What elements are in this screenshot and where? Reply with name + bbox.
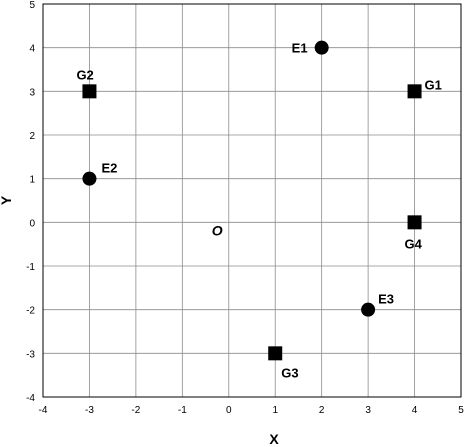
plot-frame — [42, 3, 462, 398]
annotations: O — [212, 222, 223, 238]
point-marker-square — [82, 84, 97, 99]
x-tick-label: 2 — [319, 405, 325, 416]
y-tick-label: -1 — [26, 262, 35, 273]
grid-lines — [42, 3, 462, 398]
y-tick-label: -3 — [26, 349, 35, 360]
y-tick-label: -4 — [26, 393, 35, 404]
point-marker-square — [268, 346, 283, 361]
x-tick-label: 1 — [272, 405, 278, 416]
point-marker-circle — [82, 171, 97, 186]
point-label: E3 — [378, 292, 394, 307]
y-tick-label: 3 — [29, 87, 35, 98]
x-axis-label: X — [269, 431, 279, 447]
point-label: E1 — [292, 41, 308, 56]
x-tick-label: 0 — [226, 405, 232, 416]
y-axis-label: Y — [0, 195, 14, 205]
origin-label: O — [212, 222, 223, 238]
x-tick-label: 5 — [458, 405, 464, 416]
tick-labels: -4 -3 -2 -1 0 1 2 3 4 5 -4 -3 -2 -1 0 1 2 3 4 5 — [26, 0, 464, 416]
x-tick-label: -2 — [131, 405, 140, 416]
point-label: G2 — [76, 67, 93, 82]
x-tick-label: 3 — [365, 405, 371, 416]
point-label: G3 — [281, 365, 298, 380]
x-tick-label: -1 — [178, 405, 187, 416]
data-points — [82, 40, 422, 361]
point-marker-circle — [314, 40, 329, 55]
y-tick-label: 0 — [29, 218, 35, 229]
y-tick-label: 4 — [29, 44, 35, 55]
point-label: E2 — [101, 161, 117, 176]
y-tick-label: -2 — [26, 306, 35, 317]
y-tick-label: 5 — [29, 0, 35, 11]
point-marker-square — [407, 215, 422, 230]
x-tick-label: -4 — [39, 405, 48, 416]
x-tick-label: 4 — [412, 405, 418, 416]
point-labels: E1 E2 E3 G1 G2 G3 G4 — [76, 41, 441, 381]
point-marker-square — [407, 84, 422, 99]
point-label: G1 — [425, 77, 442, 92]
y-tick-label: 2 — [29, 131, 35, 142]
x-tick-label: -3 — [85, 405, 94, 416]
point-label: G4 — [405, 236, 423, 251]
y-tick-label: 1 — [29, 175, 35, 186]
point-marker-circle — [361, 302, 376, 317]
